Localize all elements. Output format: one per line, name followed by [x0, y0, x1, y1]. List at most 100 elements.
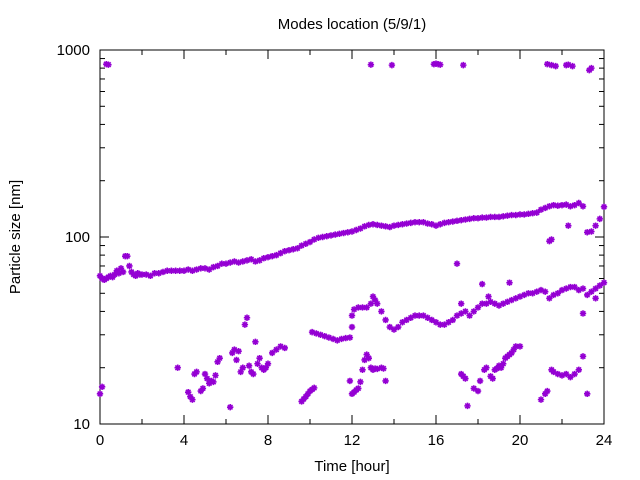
data-point: [579, 353, 587, 360]
data-point: [250, 370, 257, 378]
data-point: [369, 221, 377, 228]
data-point: [588, 64, 595, 72]
data-point: [479, 300, 486, 307]
data-point: [361, 223, 368, 230]
data-point: [206, 266, 213, 273]
data-point: [262, 364, 270, 371]
x-axis-title: Time [hour]: [314, 458, 389, 475]
data-point: [441, 321, 448, 328]
data-point: [441, 219, 448, 227]
data-point: [185, 388, 192, 396]
data-point: [500, 300, 507, 307]
data-point: [185, 266, 192, 273]
data-point: [533, 288, 540, 295]
data-point: [348, 312, 356, 319]
data-point: [416, 312, 423, 319]
x-tick-label: 0: [96, 432, 104, 449]
data-point: [571, 201, 578, 209]
data-point: [329, 335, 337, 343]
data-point: [479, 280, 486, 288]
data-point: [554, 370, 561, 378]
data-point: [445, 218, 452, 226]
data-point: [168, 267, 175, 274]
data-point: [558, 286, 566, 294]
data-point: [298, 242, 305, 249]
data-point: [470, 385, 477, 392]
data-point: [558, 201, 566, 209]
data-point: [453, 312, 461, 319]
data-point: [201, 370, 209, 378]
data-point: [281, 247, 288, 255]
data-point: [342, 334, 349, 342]
data-point: [542, 390, 549, 398]
data-point: [403, 316, 410, 324]
data-point: [546, 295, 553, 302]
data-point: [172, 267, 179, 274]
data-point: [117, 265, 125, 272]
data-point: [388, 61, 396, 69]
data-point: [483, 364, 490, 371]
data-point: [529, 210, 536, 217]
data-point: [449, 218, 456, 225]
data-point: [380, 365, 387, 372]
data-point: [525, 290, 532, 297]
data-point: [592, 295, 599, 302]
data-point: [504, 212, 511, 219]
data-point: [164, 267, 171, 274]
data-point: [542, 288, 549, 295]
x-tick-label: 12: [344, 432, 361, 449]
data-point: [552, 62, 559, 70]
data-point: [304, 390, 312, 398]
data-point: [311, 236, 318, 243]
data-point: [382, 377, 389, 385]
data-point: [588, 228, 595, 235]
data-point: [567, 203, 574, 210]
data-point: [537, 396, 545, 403]
data-point: [411, 218, 419, 226]
data-point: [369, 293, 377, 300]
data-point: [600, 203, 608, 211]
data-point: [281, 344, 288, 352]
data-point: [428, 316, 435, 324]
data-point: [241, 321, 249, 328]
data-point: [548, 61, 555, 69]
chart-title: Modes location (5/9/1): [278, 16, 426, 33]
data-point: [260, 255, 267, 262]
data-point: [216, 354, 223, 362]
data-point: [239, 364, 246, 371]
x-tick-label: 16: [428, 432, 445, 449]
data-point: [325, 334, 333, 341]
data-point: [521, 211, 528, 218]
data-point: [474, 215, 482, 222]
data-point: [512, 295, 519, 302]
data-point: [382, 223, 389, 230]
data-point: [596, 282, 603, 289]
data-point: [500, 360, 507, 367]
data-point: [124, 252, 131, 260]
data-point: [378, 222, 385, 229]
data-point: [174, 364, 181, 371]
data-point: [512, 343, 519, 350]
data-point: [563, 201, 570, 208]
data-point: [227, 403, 234, 411]
data-point: [203, 375, 211, 382]
data-point: [323, 232, 330, 240]
data-point: [565, 222, 572, 229]
data-point: [596, 215, 603, 223]
data-point: [458, 216, 465, 224]
data-point: [193, 266, 200, 273]
y-tick-label: 100: [65, 229, 90, 246]
data-point: [424, 314, 431, 321]
data-point: [359, 366, 366, 373]
data-point: [336, 230, 343, 238]
data-point: [243, 257, 251, 264]
data-point: [437, 221, 444, 228]
data-point: [235, 259, 242, 266]
data-point: [550, 291, 557, 299]
data-point: [563, 285, 570, 292]
data-point: [311, 384, 318, 392]
data-point: [197, 265, 204, 272]
data-point: [132, 272, 139, 280]
data-point: [563, 370, 570, 378]
data-point: [315, 234, 322, 242]
